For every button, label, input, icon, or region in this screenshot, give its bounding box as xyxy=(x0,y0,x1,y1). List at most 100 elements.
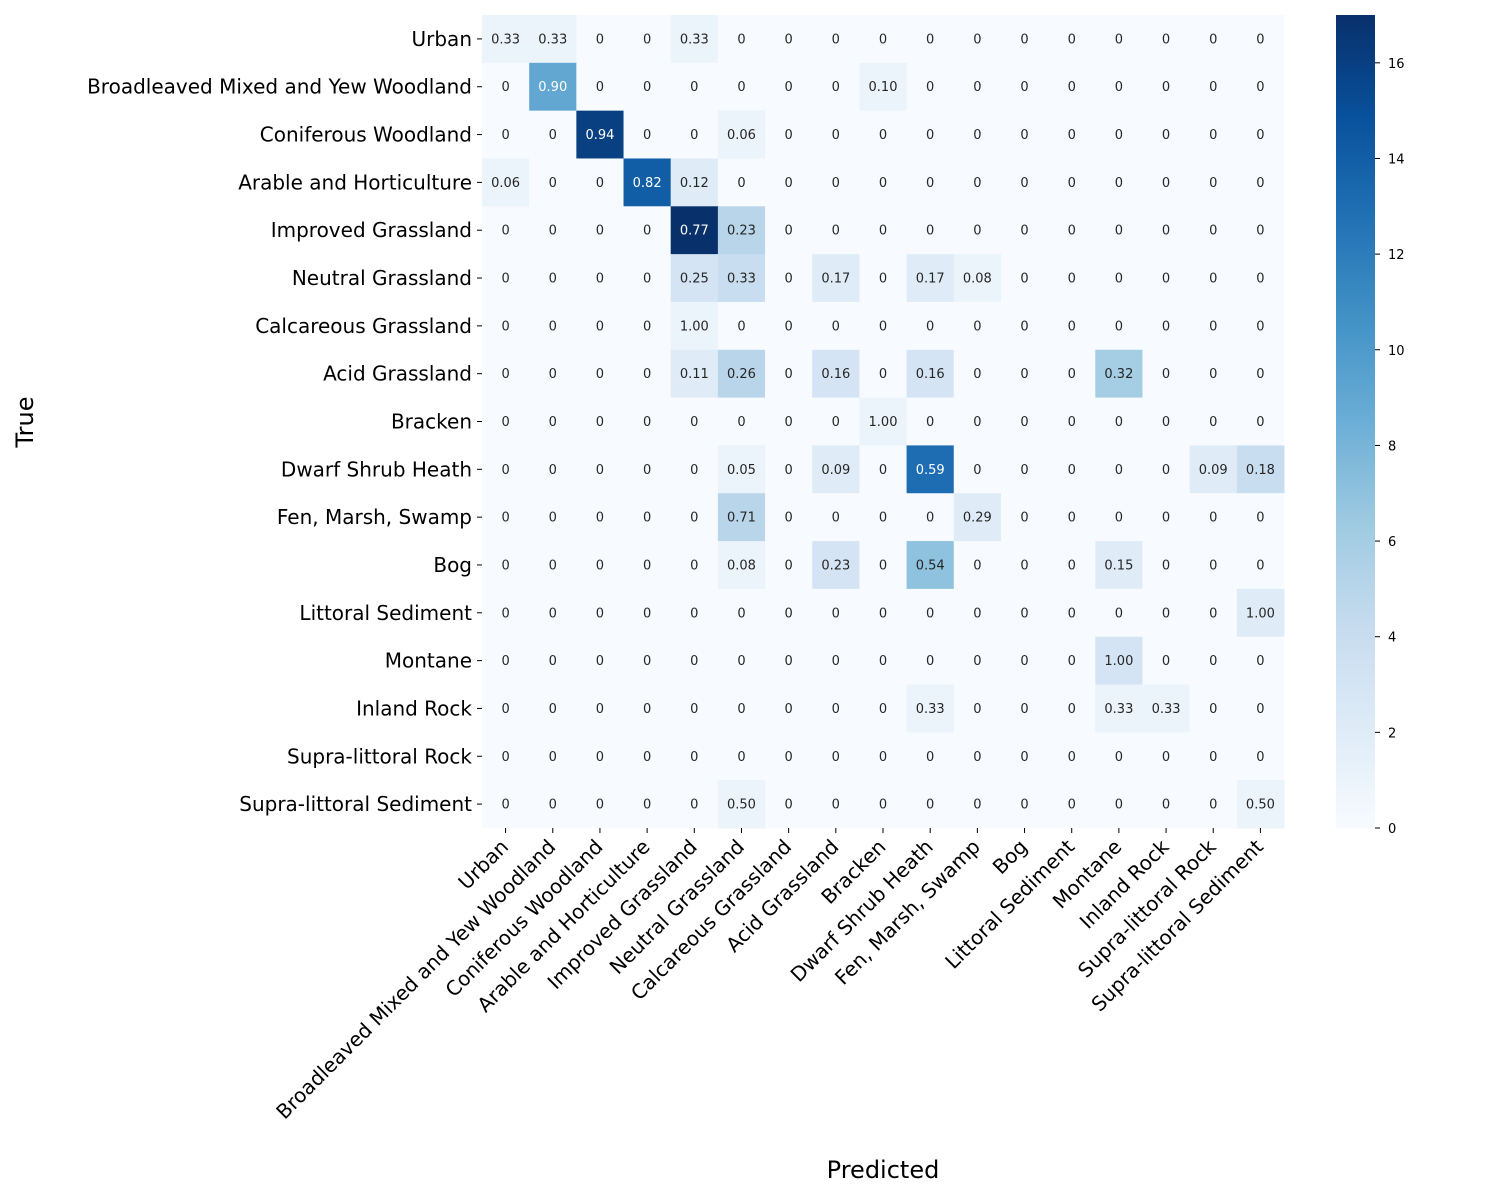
cell-value-label: 0 xyxy=(1162,367,1170,382)
heatmap-cell xyxy=(670,541,719,590)
heatmap-cell xyxy=(859,780,908,829)
heatmap-cell xyxy=(1000,684,1049,733)
heatmap-cell xyxy=(765,732,813,781)
cell-value-label: 0 xyxy=(1162,798,1170,813)
cell-value-label: 0 xyxy=(926,415,934,430)
cell-value-label: 0 xyxy=(690,702,698,717)
heatmap-cell xyxy=(1000,206,1049,255)
cell-value-label: 0 xyxy=(973,32,981,47)
cell-value-label: 0.12 xyxy=(680,176,709,191)
cell-value-label: 0 xyxy=(973,558,981,573)
cell-value-label: 0 xyxy=(785,367,793,382)
heatmap-cell xyxy=(1236,301,1285,351)
cell-value-label: 0 xyxy=(785,654,793,669)
heatmap-cell xyxy=(953,493,1002,542)
heatmap-cell xyxy=(529,206,577,255)
heatmap-cell xyxy=(717,493,766,542)
heatmap-cell xyxy=(1048,397,1096,446)
heatmap-cell xyxy=(576,732,625,781)
heatmap-cell xyxy=(765,397,813,446)
heatmap-cell xyxy=(482,254,530,303)
y-tick-label: Dwarf Shrub Heath xyxy=(281,457,472,481)
cell-value-label: 0 xyxy=(596,798,604,813)
heatmap-cell xyxy=(1142,158,1191,207)
heatmap-cell xyxy=(906,349,955,399)
cell-value-label: 0 xyxy=(1209,798,1217,813)
heatmap-cell xyxy=(1000,732,1049,781)
heatmap-cell xyxy=(1142,493,1191,542)
heatmap-cell xyxy=(576,349,625,399)
colorbar-tick-label: 4 xyxy=(1388,631,1396,646)
cell-value-label: 0 xyxy=(926,128,934,143)
cell-value-label: 0 xyxy=(973,798,981,813)
colorbar-tick-label: 6 xyxy=(1388,535,1396,550)
cell-value-label: 0 xyxy=(549,558,557,573)
heatmap-cell xyxy=(623,541,672,590)
heatmap-cell xyxy=(1095,254,1143,303)
heatmap-cell xyxy=(576,636,625,686)
cell-value-label: 0 xyxy=(832,32,840,47)
cell-value-label: 0 xyxy=(973,224,981,239)
cell-value-label: 0 xyxy=(690,128,698,143)
heatmap-cell xyxy=(1000,110,1049,159)
heatmap-cell xyxy=(576,588,625,638)
heatmap-cell xyxy=(1189,206,1238,255)
cell-value-label: 0 xyxy=(501,80,509,95)
heatmap-cell xyxy=(953,110,1002,159)
cell-value-label: 0 xyxy=(926,654,934,669)
heatmap-cell xyxy=(1142,397,1191,446)
cell-value-label: 0 xyxy=(501,367,509,382)
heatmap-cell xyxy=(1000,445,1049,494)
heatmap-cell xyxy=(576,684,625,733)
cell-value-label: 0 xyxy=(785,798,793,813)
heatmap-cell xyxy=(717,445,766,494)
heatmap-cell xyxy=(1189,301,1238,351)
cell-value-label: 0 xyxy=(643,702,651,717)
heatmap-cells: 0.33 0.33 0 0 0.33 0 0 0 0 0 0 0 0 0 0 0 0 0 0.90 0 0 0 0 0 0 0.1… xyxy=(482,15,1285,829)
y-tick-label: Broadleaved Mixed and Yew Woodland xyxy=(87,75,472,99)
heatmap-cell xyxy=(765,445,813,494)
heatmap-cell xyxy=(482,15,530,64)
cell-value-label: 0 xyxy=(549,750,557,765)
heatmap-cell xyxy=(1048,636,1096,686)
cell-value-label: 0 xyxy=(501,558,509,573)
cell-value-label: 0.33 xyxy=(727,272,756,287)
cell-value-label: 0 xyxy=(1209,272,1217,287)
cell-value-label: 0 xyxy=(926,32,934,47)
heatmap-cell xyxy=(953,397,1002,446)
cell-value-label: 0 xyxy=(643,511,651,526)
cell-value-label: 0 xyxy=(1256,128,1264,143)
heatmap-cell xyxy=(576,493,625,542)
y-tick-label: Fen, Marsh, Swamp xyxy=(277,505,472,529)
cell-value-label: 0 xyxy=(549,176,557,191)
heatmap-cell xyxy=(1236,15,1285,64)
heatmap-cell xyxy=(1236,110,1285,159)
heatmap-cell xyxy=(812,636,860,686)
cell-value-label: 0 xyxy=(973,463,981,478)
cell-value-label: 0 xyxy=(690,750,698,765)
cell-value-label: 0 xyxy=(879,750,887,765)
cell-value-label: 0 xyxy=(1020,606,1028,621)
heatmap-cell xyxy=(670,206,719,255)
heatmap-cell xyxy=(1000,62,1049,112)
heatmap-cell xyxy=(906,493,955,542)
cell-value-label: 0 xyxy=(737,32,745,47)
cell-value-label: 0 xyxy=(1068,415,1076,430)
cell-value-label: 0 xyxy=(1068,32,1076,47)
heatmap-cell xyxy=(1189,493,1238,542)
cell-value-label: 0 xyxy=(549,415,557,430)
heatmap-cell xyxy=(717,254,766,303)
heatmap-cell xyxy=(529,780,577,829)
heatmap-cell xyxy=(812,397,860,446)
cell-value-label: 0 xyxy=(832,606,840,621)
cell-value-label: 0 xyxy=(1256,558,1264,573)
heatmap-cell xyxy=(812,588,860,638)
cell-value-label: 0 xyxy=(596,224,604,239)
cell-value-label: 0 xyxy=(1068,128,1076,143)
y-axis-title: True xyxy=(11,397,39,449)
heatmap-cell xyxy=(482,206,530,255)
cell-value-label: 1.00 xyxy=(680,319,709,334)
cell-value-label: 0 xyxy=(1115,224,1123,239)
heatmap-cell xyxy=(623,62,672,112)
